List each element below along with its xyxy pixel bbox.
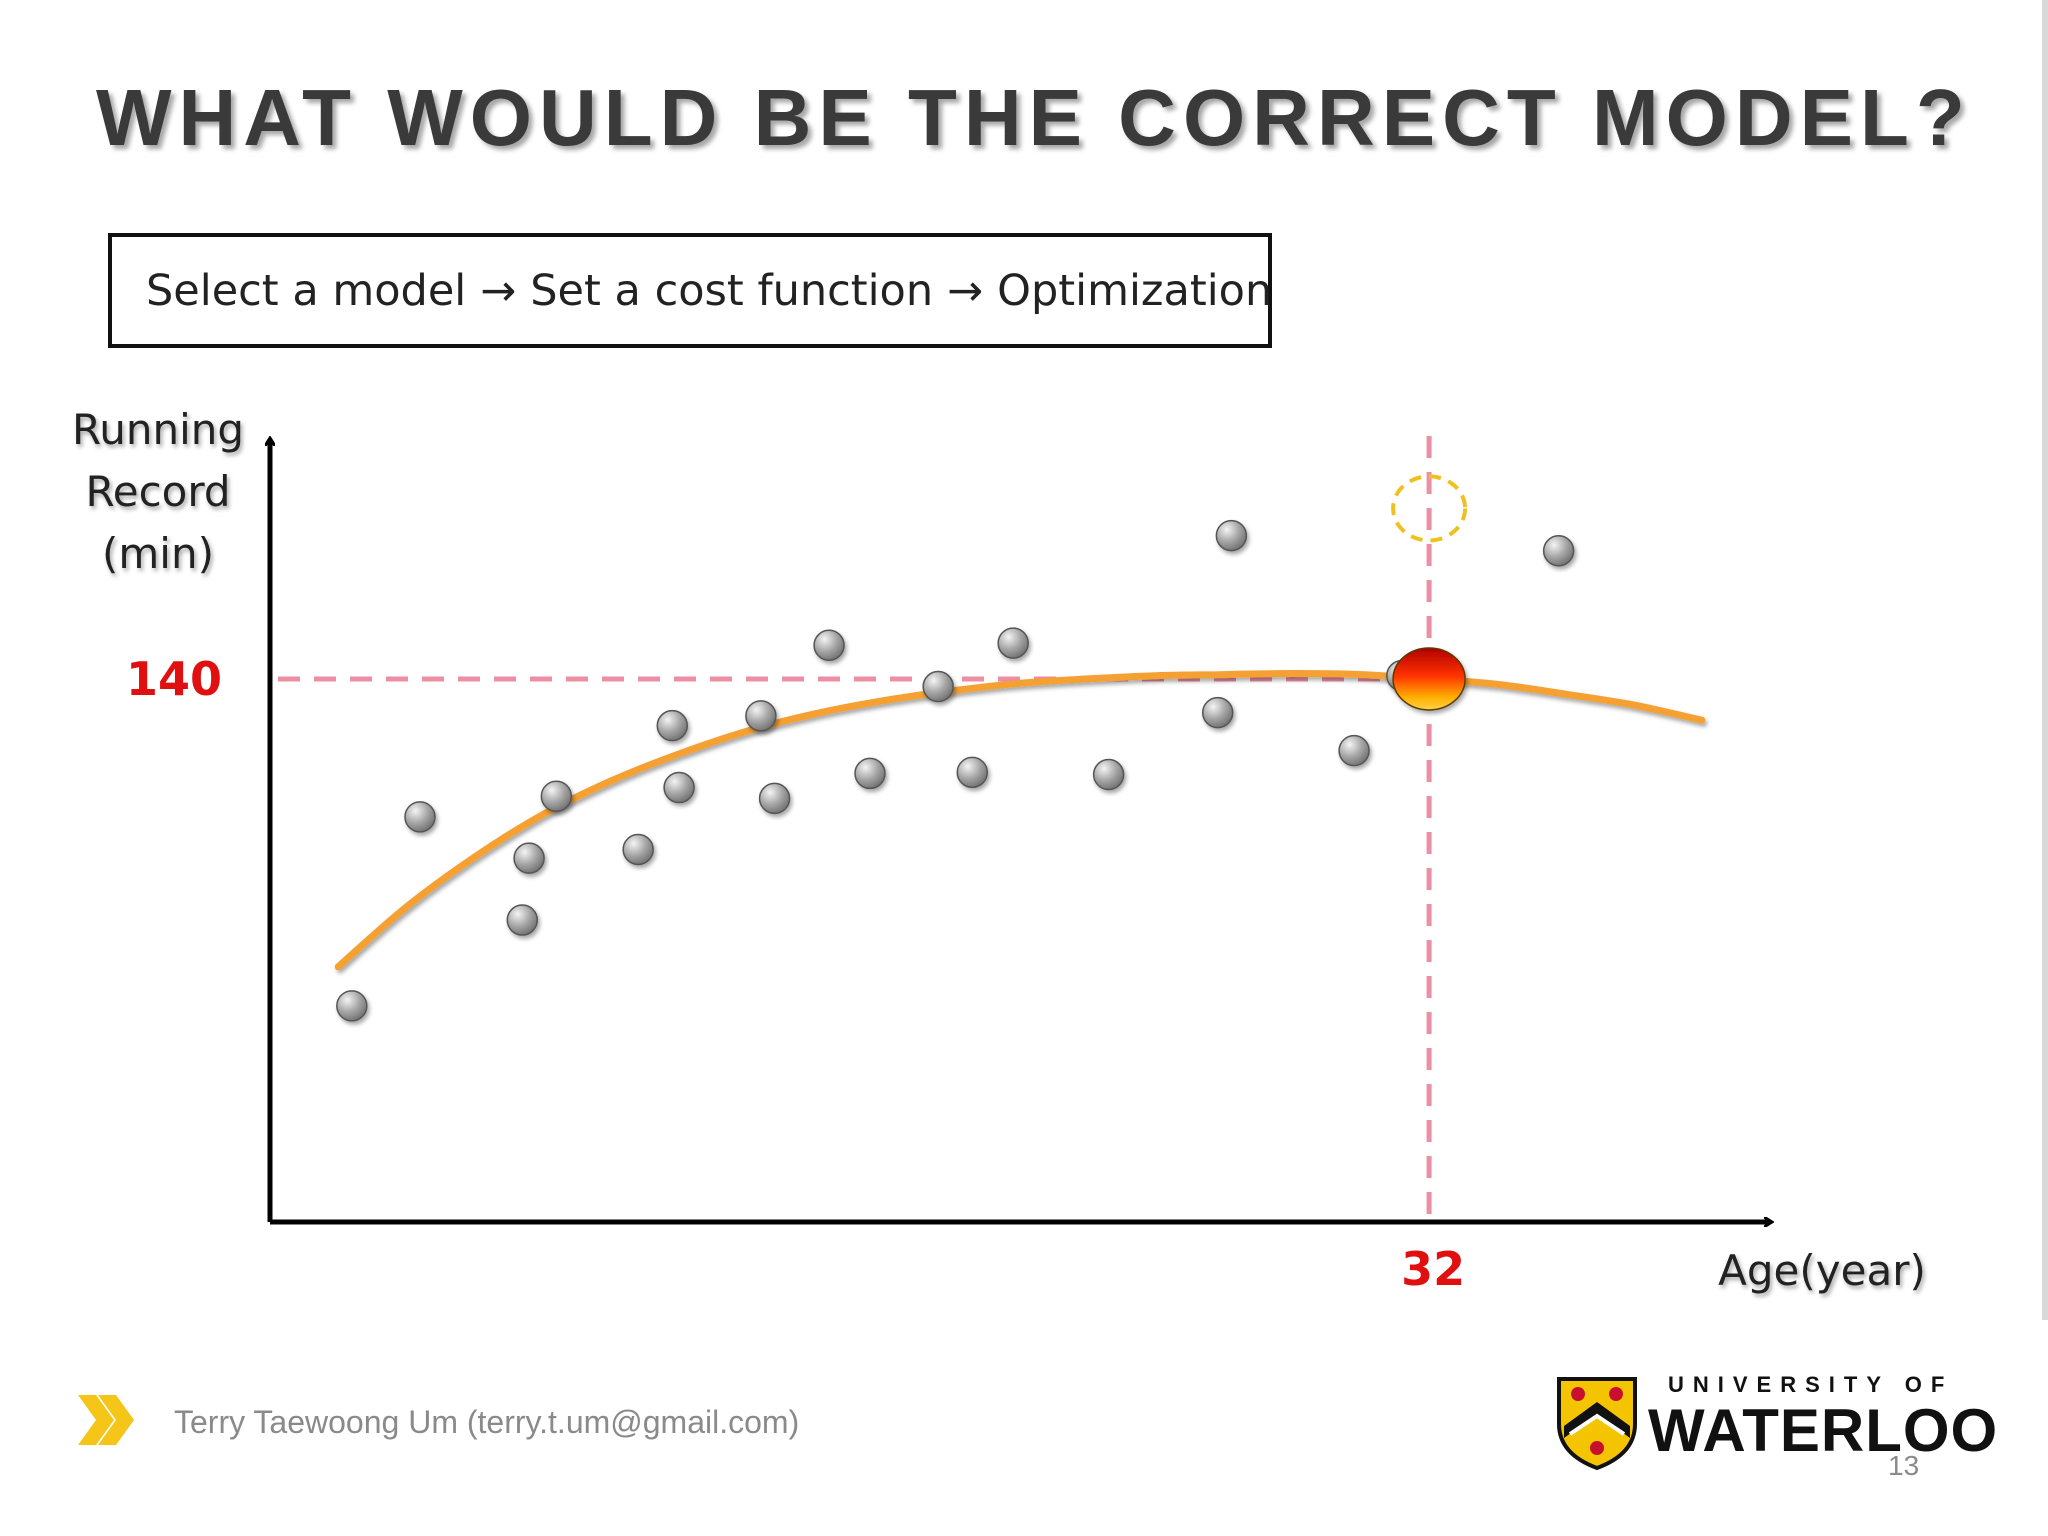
data-points [336, 519, 1575, 1022]
data-point-4 [513, 842, 545, 874]
data-point-5 [540, 780, 573, 812]
prediction-markers [1391, 474, 1468, 711]
pipeline-step-optimization: Optimization [997, 265, 1273, 316]
data-point-6 [622, 833, 654, 866]
pipeline-arrow-1: → [480, 265, 517, 316]
data-point-7 [656, 709, 689, 742]
pipeline-box: Select a model → Set a cost function → O… [108, 233, 1272, 348]
pipeline-arrow-2: → [947, 265, 984, 316]
data-point-21 [1542, 535, 1575, 567]
data-point-16 [1092, 758, 1125, 791]
data-point-9 [745, 700, 777, 732]
data-point-10 [758, 782, 791, 815]
alternative-prediction-ring [1391, 474, 1468, 543]
data-point-3 [506, 904, 539, 936]
data-point-2 [404, 801, 436, 833]
data-point-15 [997, 627, 1029, 659]
y-axis-label-line-3: (min) [102, 529, 214, 578]
slide-edge [2042, 0, 2048, 1320]
x-marker-label: 32 [1401, 1242, 1465, 1296]
data-point-18 [1215, 519, 1248, 552]
prediction-point [1392, 647, 1466, 711]
pipeline-step-cost: Set a cost function [530, 265, 934, 316]
university-shield-icon [1557, 1377, 1637, 1470]
y-axis-label-line-1: Running [72, 405, 244, 454]
footer-chevron-icon [78, 1395, 134, 1445]
logo-text-main: WATERLOO [1648, 1397, 1999, 1464]
data-point-8 [663, 771, 695, 804]
pipeline-step-model: Select a model [146, 265, 467, 316]
footer-author: Terry Taewoong Um (terry.t.um@gmail.com) [174, 1404, 800, 1440]
university-logo: UNIVERSITY OF WATERLOO [1556, 1372, 1997, 1472]
chart: Running Record (min) 140 32 Age(year) [72, 405, 1926, 1296]
data-point-19 [1338, 734, 1370, 767]
guide-lines [278, 436, 1432, 1216]
data-point-12 [854, 757, 886, 790]
data-point-1 [336, 990, 368, 1022]
slide-title: WHAT WOULD BE THE CORRECT MODEL? [96, 73, 1972, 162]
data-point-14 [956, 756, 989, 789]
data-point-13 [922, 670, 954, 703]
y-axis-label-line-2: Record [85, 467, 230, 516]
data-point-11 [813, 629, 845, 662]
x-axis-label: Age(year) [1718, 1246, 1926, 1295]
data-point-17 [1201, 696, 1234, 729]
fit-curve [334, 669, 1706, 971]
logo-text-top: UNIVERSITY OF [1668, 1372, 1954, 1397]
page-number: 13 [1888, 1450, 1920, 1481]
y-marker-label: 140 [126, 652, 222, 706]
